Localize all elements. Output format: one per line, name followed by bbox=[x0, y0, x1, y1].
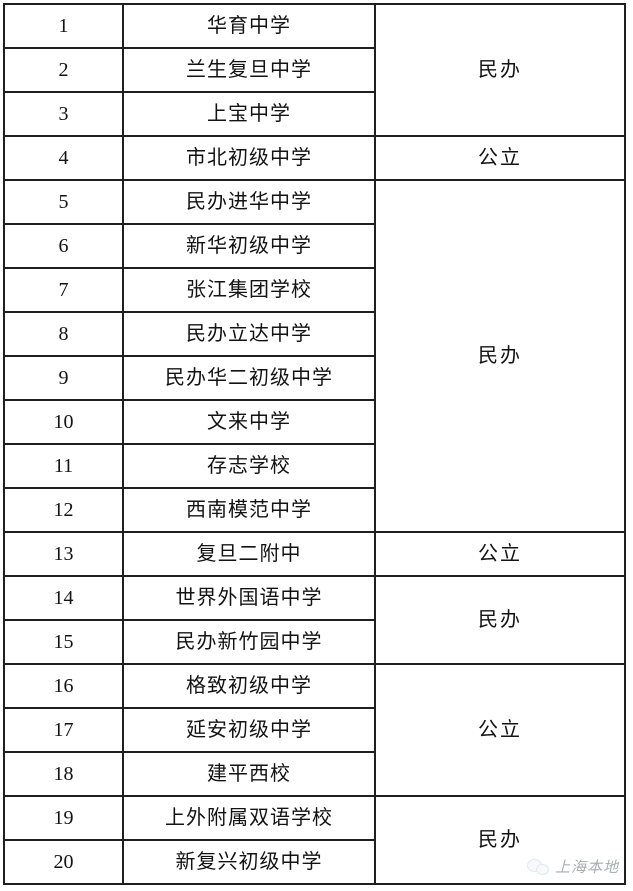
table-row: 6 新华初级中学 bbox=[3, 223, 625, 269]
rank-cell: 17 bbox=[3, 707, 124, 753]
rank-cell: 9 bbox=[3, 355, 124, 401]
category-cell-private: 民办 bbox=[374, 795, 626, 885]
school-name-cell: 上宝中学 bbox=[122, 91, 376, 137]
category-cell-private: 民办 bbox=[374, 3, 626, 137]
school-name-cell: 张江集团学校 bbox=[122, 267, 376, 313]
school-name-cell: 上外附属双语学校 bbox=[122, 795, 376, 841]
school-name-cell: 西南模范中学 bbox=[122, 487, 376, 533]
school-name-cell: 华育中学 bbox=[122, 3, 376, 49]
table-row: 11 存志学校 bbox=[3, 443, 625, 489]
table-body: 1 华育中学 民办 2 兰生复旦中学 3 上宝中学 4 市北初级中学 公立 5 民办进华中学 民办 6 新华… bbox=[3, 3, 626, 885]
school-name-cell: 世界外国语中学 bbox=[122, 575, 376, 621]
rank-cell: 16 bbox=[3, 663, 124, 709]
rank-cell: 6 bbox=[3, 223, 124, 269]
rank-cell: 14 bbox=[3, 575, 124, 621]
rank-cell: 3 bbox=[3, 91, 124, 137]
rank-cell: 13 bbox=[3, 531, 124, 577]
table-row: 12 西南模范中学 bbox=[3, 487, 625, 533]
rank-cell: 4 bbox=[3, 135, 124, 181]
category-cell-private: 民办 bbox=[374, 179, 626, 533]
table-row: 13 复旦二附中 公立 bbox=[3, 531, 626, 577]
table-row: 8 民办立达中学 bbox=[3, 311, 625, 357]
school-name-cell: 市北初级中学 bbox=[122, 135, 376, 181]
school-name-cell: 建平西校 bbox=[122, 751, 376, 797]
category-cell-public: 公立 bbox=[374, 663, 626, 797]
school-name-cell: 新华初级中学 bbox=[122, 223, 376, 269]
school-name-cell: 文来中学 bbox=[122, 399, 376, 445]
school-name-cell: 民办新竹园中学 bbox=[122, 619, 376, 665]
school-ranking-table: 1 华育中学 民办 2 兰生复旦中学 3 上宝中学 4 市北初级中学 公立 5 民办进华中学 民办 6 新华… bbox=[3, 3, 626, 885]
rank-cell: 15 bbox=[3, 619, 124, 665]
table-row: 3 上宝中学 bbox=[3, 91, 625, 137]
rank-cell: 20 bbox=[3, 839, 124, 885]
rank-cell: 1 bbox=[3, 3, 124, 49]
category-cell-public: 公立 bbox=[374, 531, 626, 577]
rank-cell: 11 bbox=[3, 443, 124, 489]
table-row: 15 民办新竹园中学 bbox=[3, 619, 625, 665]
table-row: 7 张江集团学校 bbox=[3, 267, 625, 313]
table-row: 14 世界外国语中学 民办 bbox=[3, 575, 626, 665]
school-name-cell: 民办立达中学 bbox=[122, 311, 376, 357]
category-cell-private: 民办 bbox=[374, 575, 626, 665]
school-name-cell: 新复兴初级中学 bbox=[122, 839, 376, 885]
table-row: 10 文来中学 bbox=[3, 399, 625, 445]
rank-cell: 2 bbox=[3, 47, 124, 93]
category-cell-public: 公立 bbox=[374, 135, 626, 181]
school-name-cell: 复旦二附中 bbox=[122, 531, 376, 577]
rank-cell: 5 bbox=[3, 179, 124, 225]
table-row: 17 延安初级中学 bbox=[3, 707, 625, 753]
school-name-cell: 延安初级中学 bbox=[122, 707, 376, 753]
table-row: 20 新复兴初级中学 bbox=[3, 839, 625, 885]
school-name-cell: 格致初级中学 bbox=[122, 663, 376, 709]
table-row: 4 市北初级中学 公立 bbox=[3, 135, 626, 181]
table-row: 2 兰生复旦中学 bbox=[3, 47, 625, 93]
rank-cell: 19 bbox=[3, 795, 124, 841]
table-row: 5 民办进华中学 民办 bbox=[3, 179, 626, 533]
table-row: 18 建平西校 bbox=[3, 751, 625, 797]
rank-cell: 12 bbox=[3, 487, 124, 533]
school-name-cell: 民办华二初级中学 bbox=[122, 355, 376, 401]
rank-cell: 8 bbox=[3, 311, 124, 357]
rank-cell: 10 bbox=[3, 399, 124, 445]
table-row: 19 上外附属双语学校 民办 bbox=[3, 795, 626, 885]
rank-cell: 7 bbox=[3, 267, 124, 313]
table-row: 1 华育中学 民办 bbox=[3, 3, 626, 137]
table-row: 9 民办华二初级中学 bbox=[3, 355, 625, 401]
school-name-cell: 兰生复旦中学 bbox=[122, 47, 376, 93]
school-name-cell: 民办进华中学 bbox=[122, 179, 376, 225]
school-name-cell: 存志学校 bbox=[122, 443, 376, 489]
rank-cell: 18 bbox=[3, 751, 124, 797]
table-row: 16 格致初级中学 公立 bbox=[3, 663, 626, 797]
